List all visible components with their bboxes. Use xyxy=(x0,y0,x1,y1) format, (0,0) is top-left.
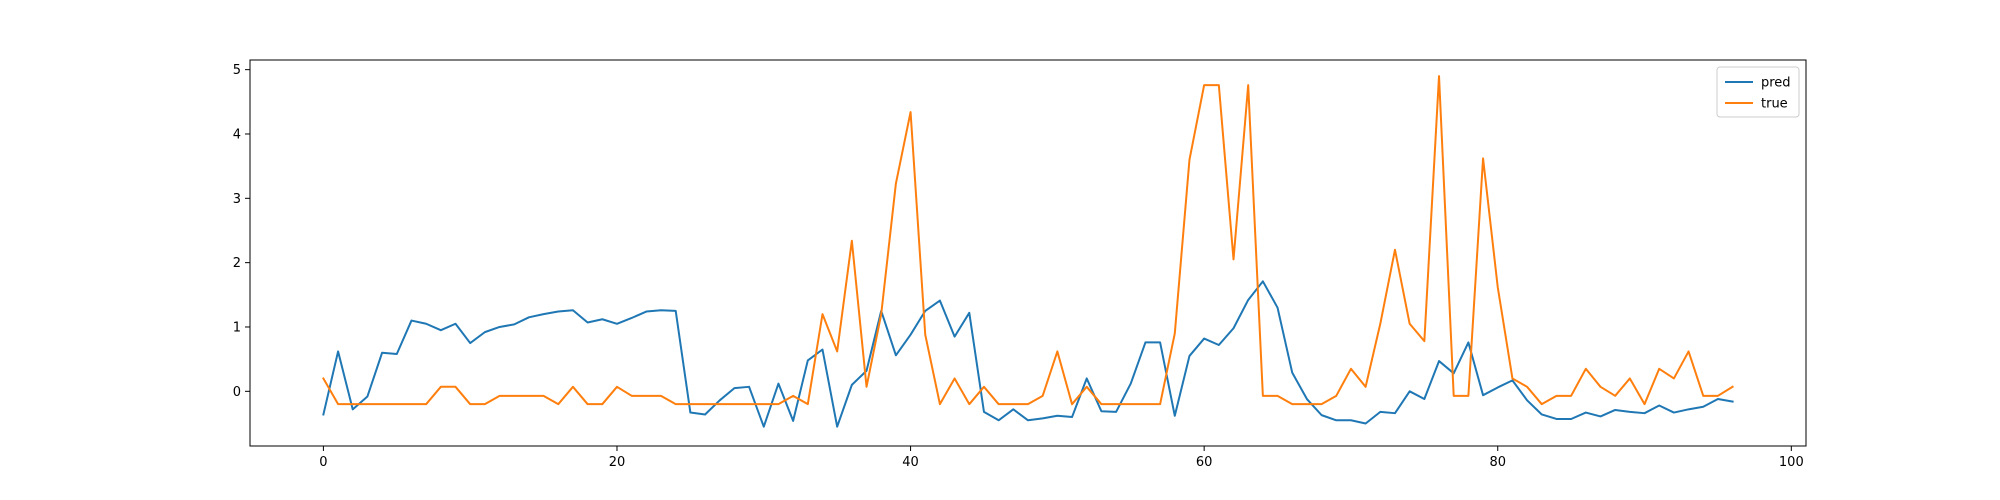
y-tick-label: 5 xyxy=(233,63,241,78)
legend-label-pred: pred xyxy=(1761,76,1791,91)
x-tick-label: 20 xyxy=(609,455,626,470)
axes-layer: 0 20 40 60 80 100 0 1 2 3 4 5 xyxy=(233,59,1807,470)
y-tick-label: 3 xyxy=(233,192,241,207)
y-tick-label: 4 xyxy=(233,127,241,142)
y-tick-label: 0 xyxy=(233,385,241,400)
x-tick-label: 100 xyxy=(1779,455,1804,470)
series-line-true xyxy=(322,75,1734,406)
axes-frame xyxy=(249,59,1807,447)
x-tick-label: 60 xyxy=(1196,455,1213,470)
x-tick-label: 0 xyxy=(319,455,327,470)
legend: pred true xyxy=(1716,66,1800,118)
y-tick-label: 2 xyxy=(233,256,241,271)
legend-label-true: true xyxy=(1761,97,1788,112)
legend-box xyxy=(1716,66,1800,118)
y-tick-label: 1 xyxy=(233,320,241,335)
series-layer xyxy=(322,75,1734,428)
x-tick-label: 40 xyxy=(902,455,919,470)
series-line-pred xyxy=(322,280,1734,428)
x-tick-label: 80 xyxy=(1489,455,1506,470)
